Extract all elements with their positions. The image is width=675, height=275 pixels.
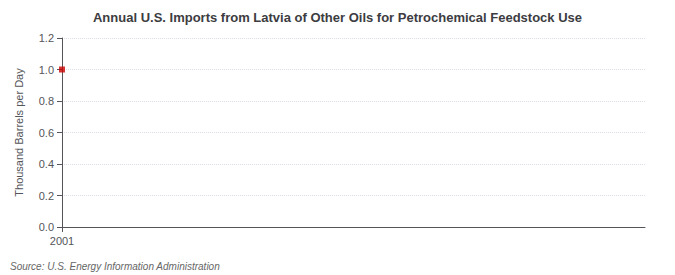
svg-text:Source: U.S. Energy Informatio: Source: U.S. Energy Information Administ… [10,261,220,272]
svg-text:0.2: 0.2 [39,190,54,202]
svg-text:0.4: 0.4 [39,158,54,170]
svg-text:0.8: 0.8 [39,95,54,107]
svg-text:0.0: 0.0 [39,221,54,233]
svg-text:1.2: 1.2 [39,32,54,44]
svg-text:Thousand Barrels per Day: Thousand Barrels per Day [13,68,25,197]
svg-text:1.0: 1.0 [39,64,54,76]
svg-text:0.6: 0.6 [39,127,54,139]
svg-text:2001: 2001 [50,235,74,247]
svg-text:Annual U.S. Imports from Latvi: Annual U.S. Imports from Latvia of Other… [93,10,582,25]
